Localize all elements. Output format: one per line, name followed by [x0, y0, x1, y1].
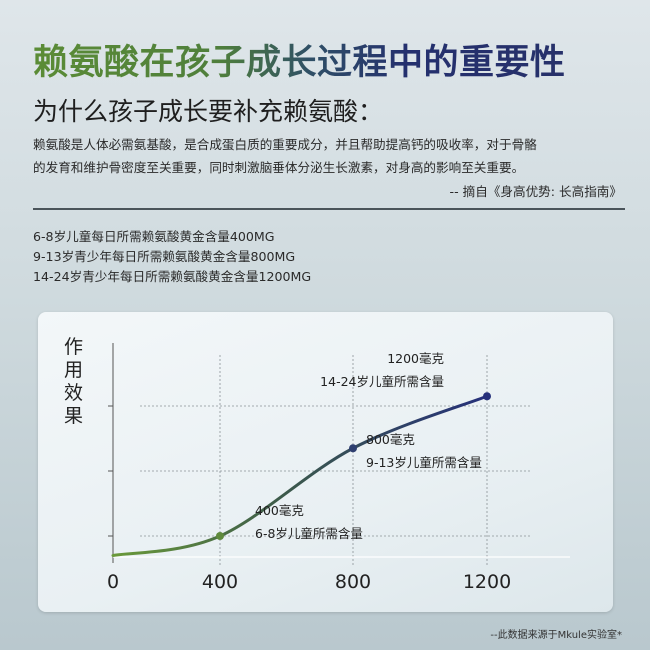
description-line-1: 赖氨酸是人体必需氨基酸，是合成蛋白质的重要成分，并且帮助提高钙的吸收率，对于骨骼	[33, 137, 537, 152]
data-annotation: 9-13岁儿童所需含量	[366, 455, 482, 470]
requirement-item: 14-24岁青少年每日所需赖氨酸黄金含量1200MG	[33, 269, 312, 284]
divider	[33, 208, 625, 210]
citation: -- 摘自《身高优势: 长高指南》	[449, 184, 622, 199]
data-point	[483, 392, 491, 401]
data-source-note: --此数据来源于Mkule实验室*	[490, 630, 622, 641]
description-line-2: 的发育和维护骨密度至关重要，同时刺激脑垂体分泌生长激素，对身高的影响至关重要。	[33, 160, 525, 175]
requirement-item: 9-13岁青少年每日所需赖氨酸黄金含量800MG	[33, 249, 296, 264]
data-point	[349, 444, 357, 453]
section-heading: 为什么孩子成长要补充赖氨酸：	[33, 97, 384, 126]
data-point	[216, 532, 224, 540]
y-axis-label: 作用效果	[64, 336, 84, 427]
data-annotation: 800毫克	[366, 432, 415, 447]
requirement-item: 6-8岁儿童每日所需赖氨酸黄金含量400MG	[33, 229, 275, 244]
data-annotation: 1200毫克	[387, 351, 444, 366]
x-tick-label: 400	[202, 571, 238, 593]
data-annotation: 400毫克	[255, 503, 304, 518]
page-title: 赖氨酸在孩子成长过程中的重要性	[33, 34, 566, 85]
chart-panel	[38, 312, 613, 612]
data-annotation: 14-24岁儿童所需含量	[320, 374, 444, 389]
x-tick-label: 0	[107, 571, 119, 593]
x-tick-label: 800	[335, 571, 371, 593]
x-tick-label: 1200	[463, 571, 511, 593]
data-annotation: 6-8岁儿童所需含量	[255, 526, 363, 541]
effect-curve	[111, 394, 489, 557]
